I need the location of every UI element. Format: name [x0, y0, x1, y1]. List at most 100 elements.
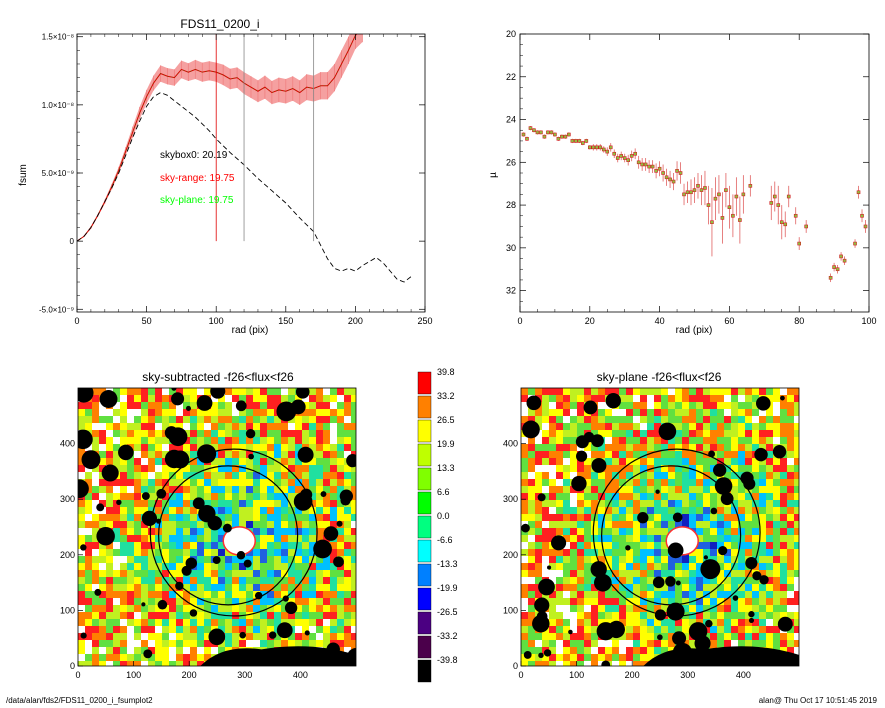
image-pixel — [85, 598, 92, 605]
image-pixel — [598, 605, 605, 612]
image-pixel — [794, 416, 799, 423]
image-pixel — [85, 507, 92, 514]
image-pixel — [274, 486, 281, 493]
image-pixel — [780, 633, 787, 640]
image-pixel — [675, 451, 682, 458]
image-pixel — [323, 388, 330, 395]
image-pixel — [85, 416, 92, 423]
image-pixel — [197, 388, 204, 395]
image-pixel — [316, 493, 323, 500]
image-pixel — [787, 563, 794, 570]
image-pixel — [612, 458, 619, 465]
image-pixel — [246, 493, 253, 500]
image-pixel — [745, 577, 752, 584]
image-pixel — [626, 416, 633, 423]
image-pixel — [330, 465, 337, 472]
image-pixel — [556, 619, 563, 626]
image-pixel — [113, 521, 120, 528]
image-pixel — [598, 619, 605, 626]
image-pixel — [745, 591, 752, 598]
image-pixel — [556, 430, 563, 437]
image-pixel — [598, 395, 605, 402]
image-pixel — [640, 556, 647, 563]
image-pixel — [752, 619, 759, 626]
image-pixel — [717, 612, 724, 619]
image-pixel — [654, 486, 661, 493]
image-pixel — [148, 388, 155, 395]
image-pixel — [295, 528, 302, 535]
image-pixel — [689, 514, 696, 521]
image-pixel — [309, 437, 316, 444]
image-pixel — [619, 598, 626, 605]
image-pixel — [612, 549, 619, 556]
image-pixel — [654, 472, 661, 479]
image-pixel — [351, 563, 356, 570]
image-pixel — [106, 612, 113, 619]
image-pixel — [521, 388, 528, 395]
image-pixel — [141, 409, 148, 416]
image-pixel — [563, 577, 570, 584]
image-pixel — [267, 584, 274, 591]
image-pixel — [162, 479, 169, 486]
image-pixel — [218, 507, 225, 514]
image-pixel — [661, 556, 668, 563]
image-pixel — [542, 514, 549, 521]
image-pixel — [260, 437, 267, 444]
image-pixel — [337, 402, 344, 409]
image-pixel — [99, 619, 106, 626]
image-pixel — [556, 528, 563, 535]
image-pixel — [204, 612, 211, 619]
image-pixel — [267, 402, 274, 409]
image-pixel — [787, 521, 794, 528]
image-pixel — [619, 542, 626, 549]
image-pixel — [113, 654, 120, 661]
image-pixel — [141, 584, 148, 591]
image-pixel — [239, 619, 246, 626]
image-pixel — [127, 423, 134, 430]
image-pixel — [577, 521, 584, 528]
image-pixel — [773, 388, 780, 395]
image-pixel — [204, 605, 211, 612]
image-pixel — [211, 444, 218, 451]
image-pixel — [577, 598, 584, 605]
image-pixel — [78, 465, 85, 472]
mu-data-point — [574, 139, 578, 143]
mu-data-point — [685, 190, 690, 195]
image-pixel — [218, 423, 225, 430]
image-pixel — [521, 584, 528, 591]
image-pixel — [197, 661, 204, 666]
image-pixel — [528, 528, 535, 535]
image-pixel — [626, 437, 633, 444]
image-pixel — [654, 507, 661, 514]
image-pixel — [106, 514, 113, 521]
image-pixel — [640, 563, 647, 570]
image-pixel — [640, 570, 647, 577]
image-pixel — [528, 633, 535, 640]
image-pixel — [288, 556, 295, 563]
image-pixel — [549, 640, 556, 647]
image-pixel — [120, 542, 127, 549]
image-pixel — [794, 423, 799, 430]
image-pixel — [267, 605, 274, 612]
image-pixel — [682, 458, 689, 465]
image-pixel — [225, 584, 232, 591]
image-pixel — [183, 661, 190, 666]
image-pixel — [577, 535, 584, 542]
image-pixel — [183, 507, 190, 514]
image-pixel — [253, 633, 260, 640]
image-pixel — [253, 423, 260, 430]
image-pixel — [668, 633, 675, 640]
image-pixel — [591, 395, 598, 402]
image-pixel — [253, 549, 260, 556]
image-pixel — [232, 640, 239, 647]
image-pixel — [127, 535, 134, 542]
image-pixel — [85, 647, 92, 654]
image-pixel — [232, 472, 239, 479]
image-pixel — [78, 514, 85, 521]
image-pixel — [752, 437, 759, 444]
image-pixel — [710, 521, 717, 528]
image-pixel — [225, 598, 232, 605]
image-pixel — [647, 409, 654, 416]
image-pixel — [731, 626, 738, 633]
image-pixel — [633, 409, 640, 416]
